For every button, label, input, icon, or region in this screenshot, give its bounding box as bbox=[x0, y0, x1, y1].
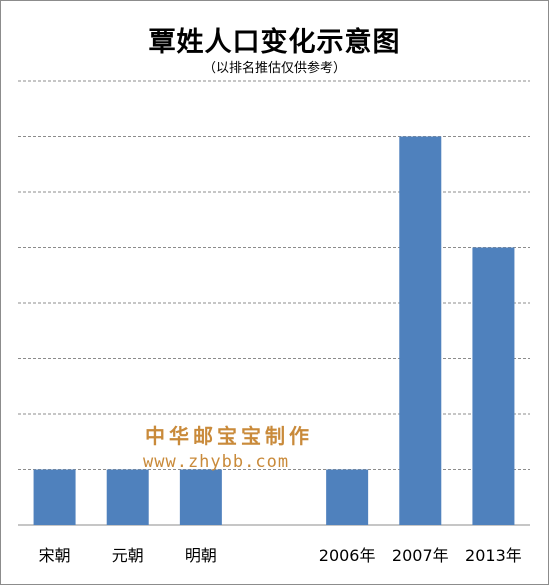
chart-subtitle: （以排名推估仅供参考） bbox=[202, 61, 346, 76]
watermark-url: www.zhybb.com bbox=[143, 452, 290, 472]
bar bbox=[179, 469, 222, 525]
bar bbox=[33, 469, 76, 525]
x-tick-label: 2013年 bbox=[465, 546, 522, 565]
x-tick-label: 明朝 bbox=[185, 546, 217, 565]
x-tick-label: 2007年 bbox=[392, 546, 449, 565]
x-tick-label: 宋朝 bbox=[39, 546, 71, 565]
bar bbox=[399, 136, 442, 525]
bar bbox=[326, 469, 369, 525]
chart-title: 覃姓人口变化示意图 bbox=[148, 27, 401, 58]
bar bbox=[106, 469, 149, 525]
bar bbox=[472, 247, 515, 525]
x-tick-label: 2006年 bbox=[319, 546, 376, 565]
watermark-text: 中华邮宝宝制作 bbox=[145, 424, 313, 448]
x-tick-label: 元朝 bbox=[112, 546, 144, 565]
